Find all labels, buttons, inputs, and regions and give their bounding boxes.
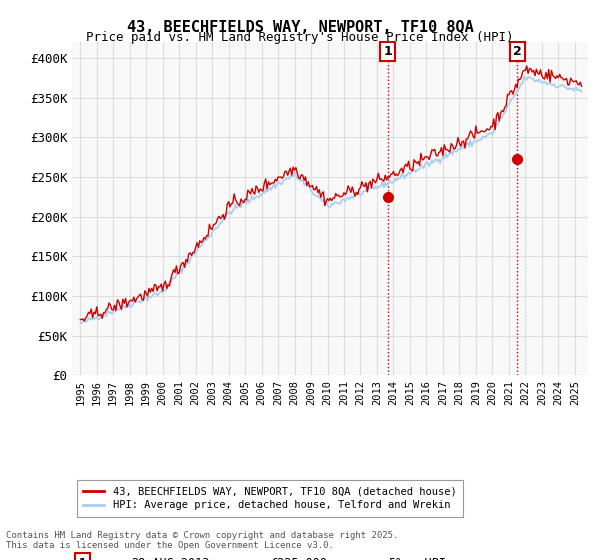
Text: Price paid vs. HM Land Registry's House Price Index (HPI): Price paid vs. HM Land Registry's House …: [86, 31, 514, 44]
Text: £225,000: £225,000: [271, 557, 328, 560]
Text: Contains HM Land Registry data © Crown copyright and database right 2025.
This d: Contains HM Land Registry data © Crown c…: [6, 530, 398, 550]
Text: 2: 2: [513, 45, 521, 58]
Text: 5% ↑ HPI: 5% ↑ HPI: [389, 557, 446, 560]
Text: 43, BEECHFIELDS WAY, NEWPORT, TF10 8QA: 43, BEECHFIELDS WAY, NEWPORT, TF10 8QA: [127, 20, 473, 35]
Legend: 43, BEECHFIELDS WAY, NEWPORT, TF10 8QA (detached house), HPI: Average price, det: 43, BEECHFIELDS WAY, NEWPORT, TF10 8QA (…: [77, 480, 463, 516]
Text: 28-AUG-2013: 28-AUG-2013: [131, 557, 210, 560]
Text: 1: 1: [79, 557, 86, 560]
Text: 1: 1: [383, 45, 392, 58]
